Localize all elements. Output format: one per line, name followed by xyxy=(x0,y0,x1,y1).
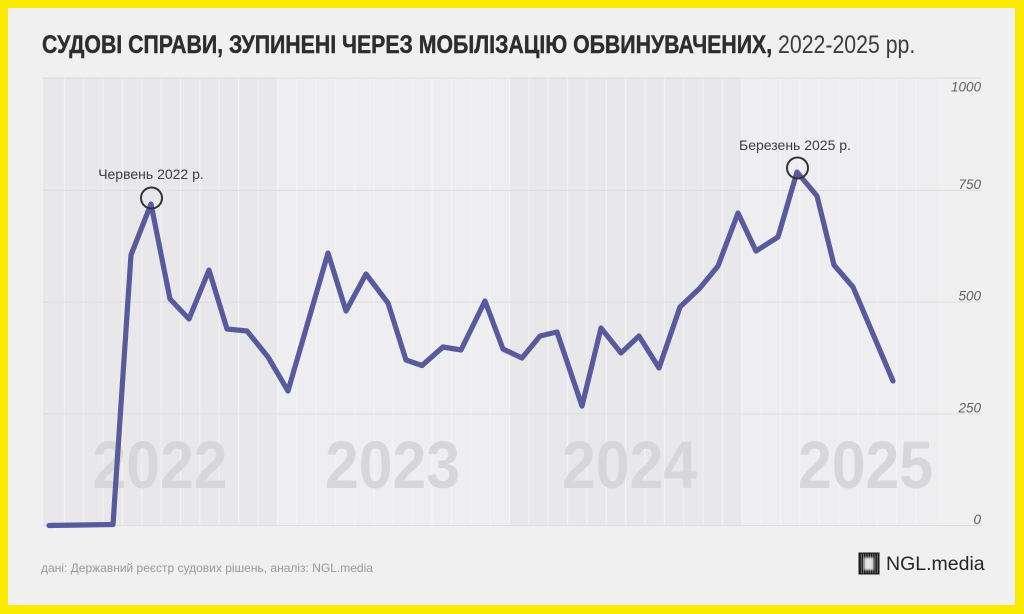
svg-text:0: 0 xyxy=(973,512,981,527)
svg-text:500: 500 xyxy=(958,289,981,304)
svg-text:250: 250 xyxy=(957,401,981,416)
svg-text:2025: 2025 xyxy=(798,428,933,503)
svg-text:1000: 1000 xyxy=(951,80,982,95)
svg-text:2024: 2024 xyxy=(562,428,697,503)
svg-text:Червень 2022 р.: Червень 2022 р. xyxy=(98,166,204,182)
svg-text:Березень 2025 р.: Березень 2025 р. xyxy=(739,137,851,153)
svg-text:2023: 2023 xyxy=(325,428,460,503)
svg-text:750: 750 xyxy=(958,177,981,192)
